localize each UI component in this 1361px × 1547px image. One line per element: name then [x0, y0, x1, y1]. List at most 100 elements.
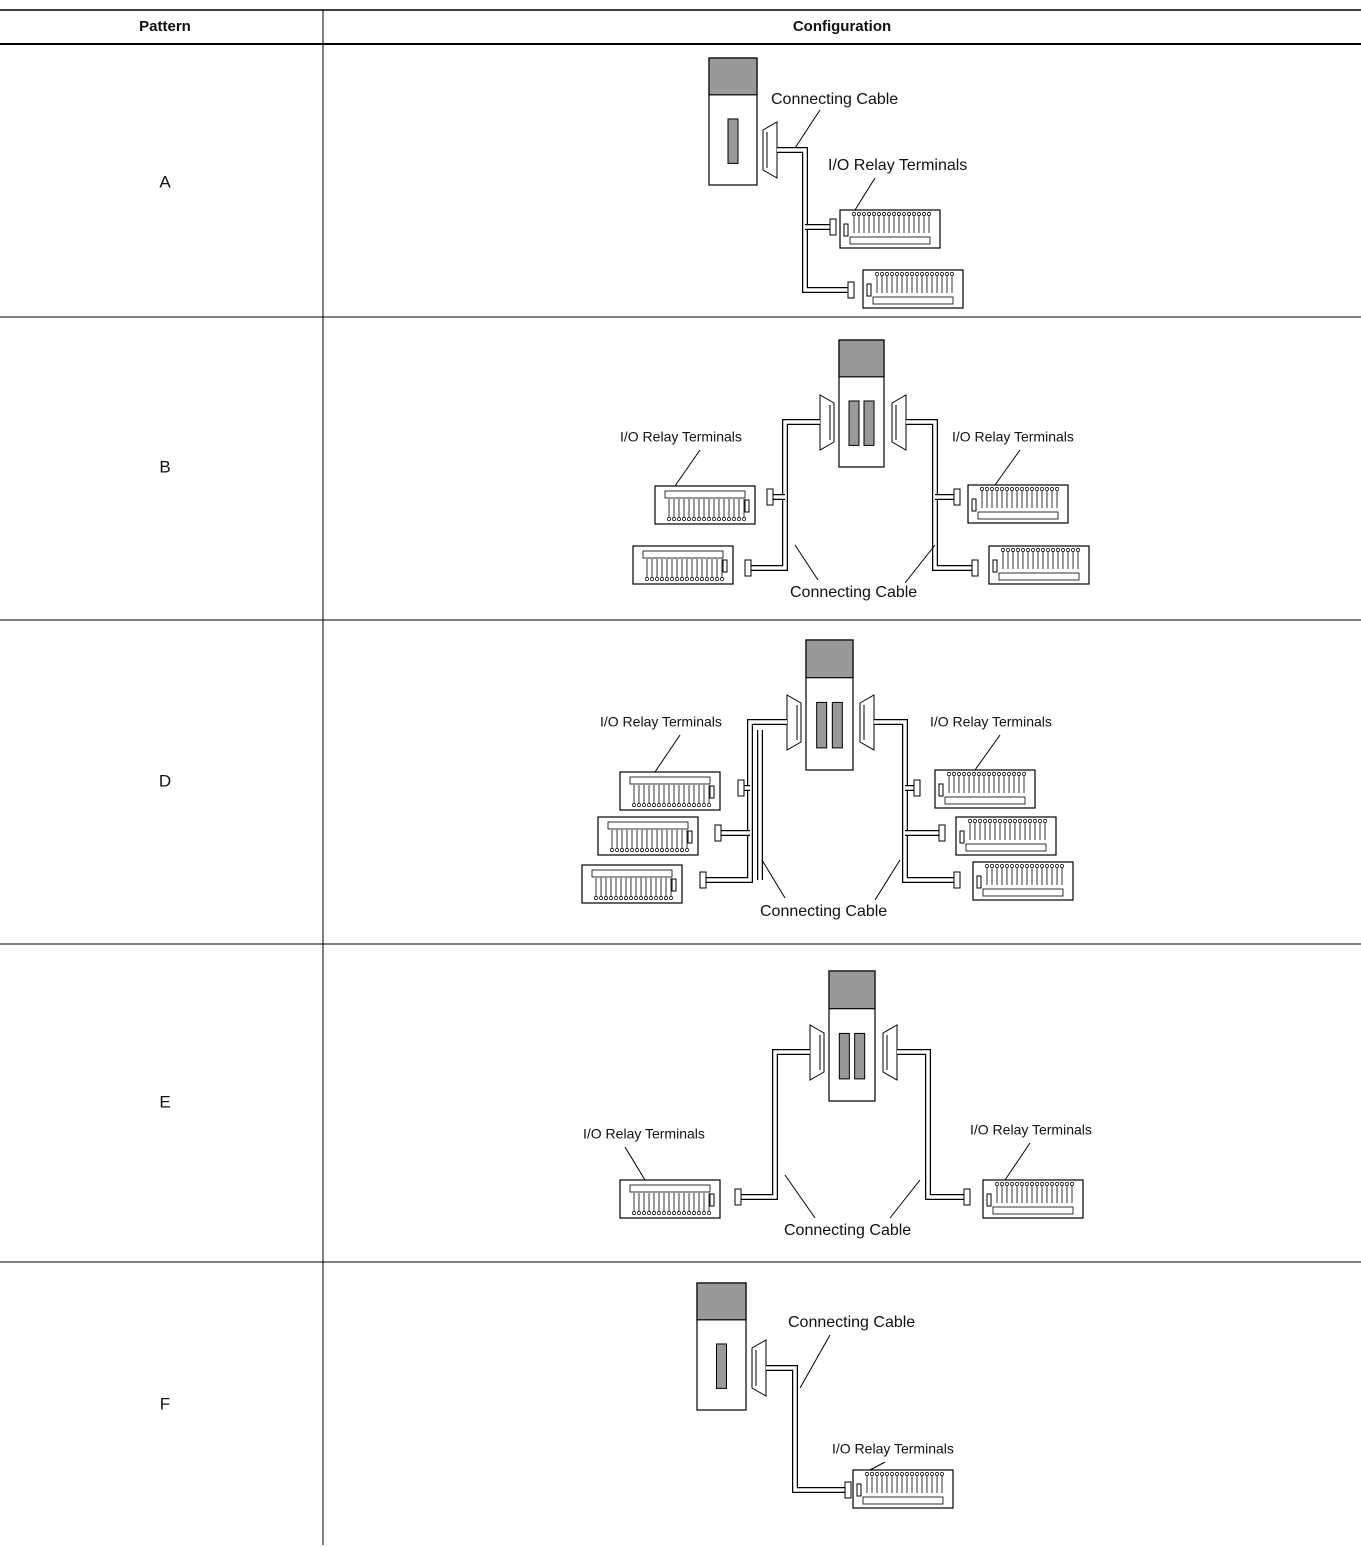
- cable-inner: [897, 1050, 970, 1199]
- terminal-screw: [1060, 1182, 1064, 1186]
- terminal-screw: [687, 517, 691, 521]
- terminal-screw: [1011, 548, 1015, 552]
- leader-line: [624, 1146, 646, 1181]
- terminal-strip: [872, 296, 954, 305]
- plug: [913, 779, 921, 797]
- diagram-label: I/O Relay Terminals: [970, 1122, 1092, 1138]
- terminal-screw: [1005, 1182, 1009, 1186]
- terminal-screw: [1015, 864, 1019, 868]
- terminal-screw: [1033, 819, 1037, 823]
- terminal-screw: [727, 517, 731, 521]
- terminal-screw: [1030, 1182, 1034, 1186]
- cable-outer: [735, 1049, 810, 1200]
- terminal-screw: [892, 212, 896, 216]
- terminal-screw: [637, 803, 641, 807]
- terminal-screw: [637, 1211, 641, 1215]
- connector: [809, 1024, 825, 1081]
- terminal-screw: [1016, 548, 1020, 552]
- terminal-screw: [852, 212, 856, 216]
- terminal-screw: [677, 517, 681, 521]
- terminal-screw: [1018, 819, 1022, 823]
- terminal-screw: [645, 577, 649, 581]
- terminal-screw: [990, 864, 994, 868]
- terminal-screw: [993, 819, 997, 823]
- terminal-screw: [867, 212, 871, 216]
- terminal-slot: [744, 499, 750, 513]
- leader-line: [674, 449, 701, 487]
- terminal-screw: [915, 1472, 919, 1476]
- plc-slot: [848, 400, 860, 446]
- terminal-screw: [1010, 864, 1014, 868]
- terminal-screw: [655, 848, 659, 852]
- terminal-screw: [1020, 864, 1024, 868]
- diagram-label: I/O Relay Terminals: [832, 1441, 954, 1457]
- terminal-screw: [667, 803, 671, 807]
- terminal-screw: [1025, 487, 1029, 491]
- leader-line: [1004, 1142, 1031, 1181]
- terminal-screw: [670, 577, 674, 581]
- terminal-screw: [1045, 487, 1049, 491]
- terminal-screw: [957, 772, 961, 776]
- terminal-screw: [710, 577, 714, 581]
- terminal-screw: [619, 896, 623, 900]
- terminal-screw: [642, 803, 646, 807]
- terminal-screw: [660, 848, 664, 852]
- terminal-screw: [952, 772, 956, 776]
- terminal-screw: [680, 848, 684, 852]
- terminal-screw: [667, 1211, 671, 1215]
- connector: [819, 394, 835, 451]
- connector: [859, 694, 875, 751]
- header-cell: Configuration: [793, 18, 891, 35]
- terminal-screw: [614, 896, 618, 900]
- terminal-screw: [697, 803, 701, 807]
- terminal-screw: [599, 896, 603, 900]
- connector: [762, 121, 778, 179]
- terminal-screw: [682, 803, 686, 807]
- terminal-screw: [995, 864, 999, 868]
- terminal-screw: [655, 577, 659, 581]
- leader-line: [799, 1334, 831, 1389]
- diagram-label: I/O Relay Terminals: [583, 1126, 705, 1142]
- terminal-screw: [610, 848, 614, 852]
- terminal-screw: [635, 848, 639, 852]
- cable-inner: [874, 720, 960, 882]
- terminal-screw: [665, 577, 669, 581]
- plug: [963, 1188, 971, 1206]
- terminal-slot: [866, 283, 872, 297]
- terminal-slot: [959, 830, 965, 844]
- terminal-screw: [895, 1472, 899, 1476]
- terminal-screw: [927, 212, 931, 216]
- terminal-screw: [1060, 864, 1064, 868]
- terminal-screw: [935, 1472, 939, 1476]
- terminal-screw: [1026, 548, 1030, 552]
- terminal-screw: [885, 1472, 889, 1476]
- terminal-slot: [709, 1193, 715, 1207]
- plc-unit-top: [696, 1282, 747, 1321]
- terminal-screw: [657, 1211, 661, 1215]
- leader-line: [974, 734, 1001, 771]
- terminal-screw: [1050, 1182, 1054, 1186]
- terminal-screw: [669, 896, 673, 900]
- terminal-screw: [983, 819, 987, 823]
- terminal-screw: [712, 517, 716, 521]
- terminal-strip: [629, 1184, 711, 1193]
- terminal-screw: [672, 517, 676, 521]
- terminal-screw: [972, 772, 976, 776]
- terminal-screw: [604, 896, 608, 900]
- terminal-screw: [1035, 1182, 1039, 1186]
- terminal-screw: [967, 772, 971, 776]
- leader-line: [994, 449, 1021, 486]
- terminal-slot: [687, 830, 693, 844]
- terminal-screw: [885, 272, 889, 276]
- terminal-screw: [647, 1211, 651, 1215]
- terminal-screw: [997, 772, 1001, 776]
- terminal-screw: [702, 1211, 706, 1215]
- terminal-screw: [1000, 487, 1004, 491]
- terminal-screw: [1056, 548, 1060, 552]
- diagram-label: Connecting Cable: [790, 584, 917, 601]
- terminal-screw: [900, 1472, 904, 1476]
- cable-outer: [766, 1365, 845, 1493]
- terminal-screw: [1055, 487, 1059, 491]
- terminal-screw: [645, 848, 649, 852]
- terminal-screw: [875, 272, 879, 276]
